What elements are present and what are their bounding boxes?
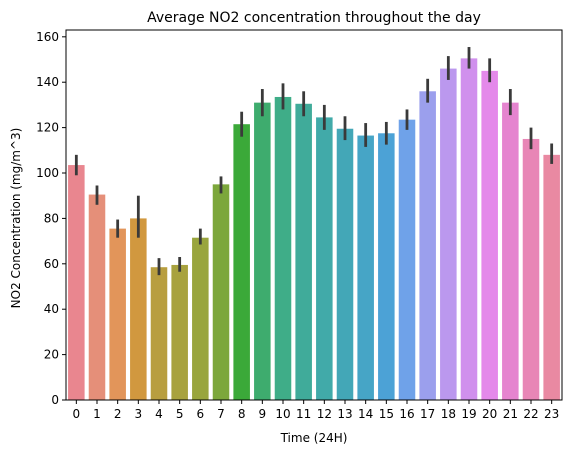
x-tick-label-16: 16: [399, 407, 414, 421]
y-tick-label-120: 120: [36, 121, 59, 135]
y-tick-label-40: 40: [44, 302, 59, 316]
y-tick-label-160: 160: [36, 30, 59, 44]
y-tick-label-80: 80: [44, 211, 59, 225]
x-tick-label-18: 18: [441, 407, 456, 421]
bar-15: [378, 133, 395, 400]
x-tick-label-6: 6: [197, 407, 205, 421]
x-tick-label-2: 2: [114, 407, 122, 421]
x-axis-label: Time (24H): [280, 431, 348, 445]
bar-7: [212, 184, 230, 400]
x-tick-label-5: 5: [176, 407, 184, 421]
x-tick-label-13: 13: [337, 407, 352, 421]
y-tick-label-60: 60: [44, 257, 59, 271]
bar-16: [398, 119, 416, 401]
bar-21: [502, 102, 519, 401]
bar-9: [254, 102, 271, 401]
bar-23: [543, 154, 560, 400]
x-tick-label-0: 0: [73, 407, 81, 421]
bar-12: [316, 117, 333, 400]
bar-5: [171, 264, 188, 400]
x-tick-label-8: 8: [238, 407, 246, 421]
bar-20: [481, 70, 498, 401]
x-tick-label-4: 4: [155, 407, 163, 421]
bar-18: [440, 68, 457, 400]
x-tick-label-14: 14: [358, 407, 373, 421]
x-tick-label-19: 19: [461, 407, 476, 421]
x-tick-label-10: 10: [275, 407, 290, 421]
x-tick-label-1: 1: [93, 407, 101, 421]
x-tick-label-3: 3: [135, 407, 143, 421]
y-tick-label-140: 140: [36, 75, 59, 89]
bar-22: [522, 138, 540, 400]
bar-17: [419, 91, 436, 401]
bar-0: [68, 165, 85, 400]
x-tick-label-15: 15: [379, 407, 394, 421]
chart-title: Average NO2 concentration throughout the…: [147, 10, 481, 26]
bar-6: [192, 237, 209, 400]
x-tick-label-22: 22: [523, 407, 538, 421]
bar-19: [460, 58, 478, 400]
x-tick-label-7: 7: [217, 407, 225, 421]
plot-frame: [65, 29, 563, 401]
x-tick-label-12: 12: [317, 407, 332, 421]
y-tick-label-20: 20: [44, 348, 59, 362]
bar-3: [130, 218, 147, 400]
x-tick-label-9: 9: [259, 407, 267, 421]
x-tick-label-21: 21: [503, 407, 518, 421]
bar-1: [88, 194, 106, 400]
x-tick-label-11: 11: [296, 407, 311, 421]
y-tick-label-100: 100: [36, 166, 59, 180]
bar-8: [233, 124, 250, 400]
bar-13: [336, 128, 354, 401]
bar-2: [109, 228, 126, 400]
bar-14: [357, 135, 374, 400]
bar-4: [150, 267, 168, 400]
x-tick-label-17: 17: [420, 407, 435, 421]
y-axis-label: NO2 Concentration (mg/m^3): [9, 128, 23, 309]
x-tick-label-20: 20: [482, 407, 497, 421]
y-tick-label-0: 0: [51, 393, 59, 407]
bar-10: [274, 96, 292, 400]
bar-11: [295, 103, 312, 400]
x-tick-label-23: 23: [544, 407, 559, 421]
